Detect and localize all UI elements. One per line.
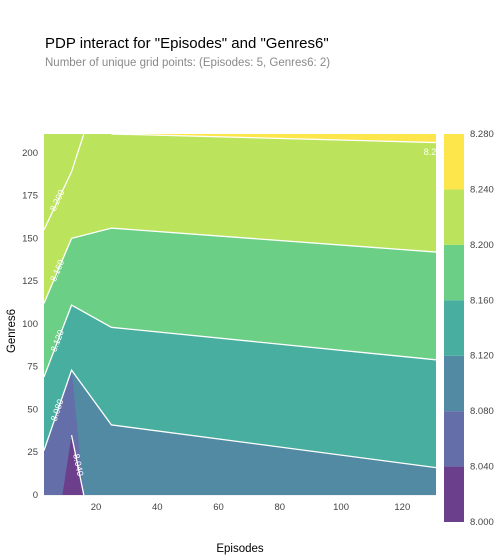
y-tick-label: 75 xyxy=(27,362,38,373)
colorbar-tick-label: 8.000 xyxy=(470,517,494,528)
contour-band xyxy=(44,228,436,377)
chart-title: PDP interact for "Episodes" and "Genres6… xyxy=(45,35,329,52)
x-tick-label: 120 xyxy=(394,502,410,513)
contour-line xyxy=(44,304,436,378)
contour-band xyxy=(44,305,436,468)
colorbar-tick-label: 8.040 xyxy=(470,462,494,473)
contour-band xyxy=(62,435,84,495)
contour-line xyxy=(44,227,436,304)
colorbar: 8.000 8.040 8.080 8.120 8.160 8.200 8.240 8.280 xyxy=(444,129,494,528)
colorbar-segment xyxy=(444,134,464,190)
contour-line xyxy=(44,368,436,469)
colorbar-segment xyxy=(444,466,464,522)
y-tick-label: 0 xyxy=(33,490,38,501)
colorbar-tick-label: 8.240 xyxy=(470,184,494,195)
colorbar-tick-label: 8.200 xyxy=(470,240,494,251)
contour-band xyxy=(44,134,84,230)
x-tick-label: 40 xyxy=(152,502,163,513)
x-axis-label: Episodes xyxy=(216,543,264,555)
contour-line-layer xyxy=(44,134,436,495)
contour-band xyxy=(44,370,436,495)
y-tick-label: 150 xyxy=(22,233,38,244)
contour-fill-layer xyxy=(44,134,436,495)
contour-line xyxy=(70,434,85,495)
colorbar-segment xyxy=(444,244,464,301)
x-tick-label: 20 xyxy=(91,502,102,513)
chart-subtitle: Number of unique grid points: (Episodes:… xyxy=(45,57,331,69)
colorbar-segment xyxy=(444,189,464,245)
y-tick-label: 100 xyxy=(22,319,38,330)
contour-line xyxy=(44,134,85,231)
colorbar-tick-label: 8.160 xyxy=(470,295,494,306)
contour-line-label: 8.040 xyxy=(71,453,85,477)
y-tick-label: 50 xyxy=(27,404,38,415)
colorbar-tick-label: 8.120 xyxy=(470,351,494,362)
x-tick-label: 60 xyxy=(213,502,224,513)
contour-band xyxy=(44,134,436,304)
y-tick-label: 125 xyxy=(22,276,38,287)
x-tick-label: 100 xyxy=(333,502,349,513)
axis-tick-layer: 20 40 60 80 100 120 0 25 50 75 100 125 150 175 200 xyxy=(22,148,410,513)
colorbar-tick-label: 8.080 xyxy=(470,406,494,417)
y-tick-label: 200 xyxy=(22,148,38,159)
colorbar-segment xyxy=(444,300,464,356)
colorbar-tick-label: 8.280 xyxy=(470,129,494,140)
contour-line-label: 8.2 xyxy=(424,147,437,157)
y-axis-label: Genres6 xyxy=(6,309,18,353)
colorbar-segment xyxy=(444,411,464,467)
colorbar-segment xyxy=(444,355,464,412)
y-tick-label: 175 xyxy=(22,191,38,202)
x-tick-label: 80 xyxy=(275,502,286,513)
contour-line xyxy=(111,134,436,144)
y-tick-label: 25 xyxy=(27,447,38,458)
